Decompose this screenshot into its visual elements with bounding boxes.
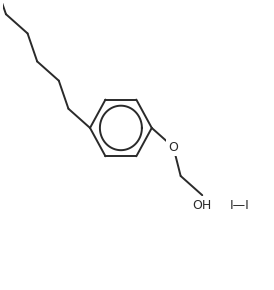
Text: I—I: I—I bbox=[230, 199, 250, 212]
Text: OH: OH bbox=[193, 199, 212, 212]
Text: O: O bbox=[169, 141, 178, 154]
